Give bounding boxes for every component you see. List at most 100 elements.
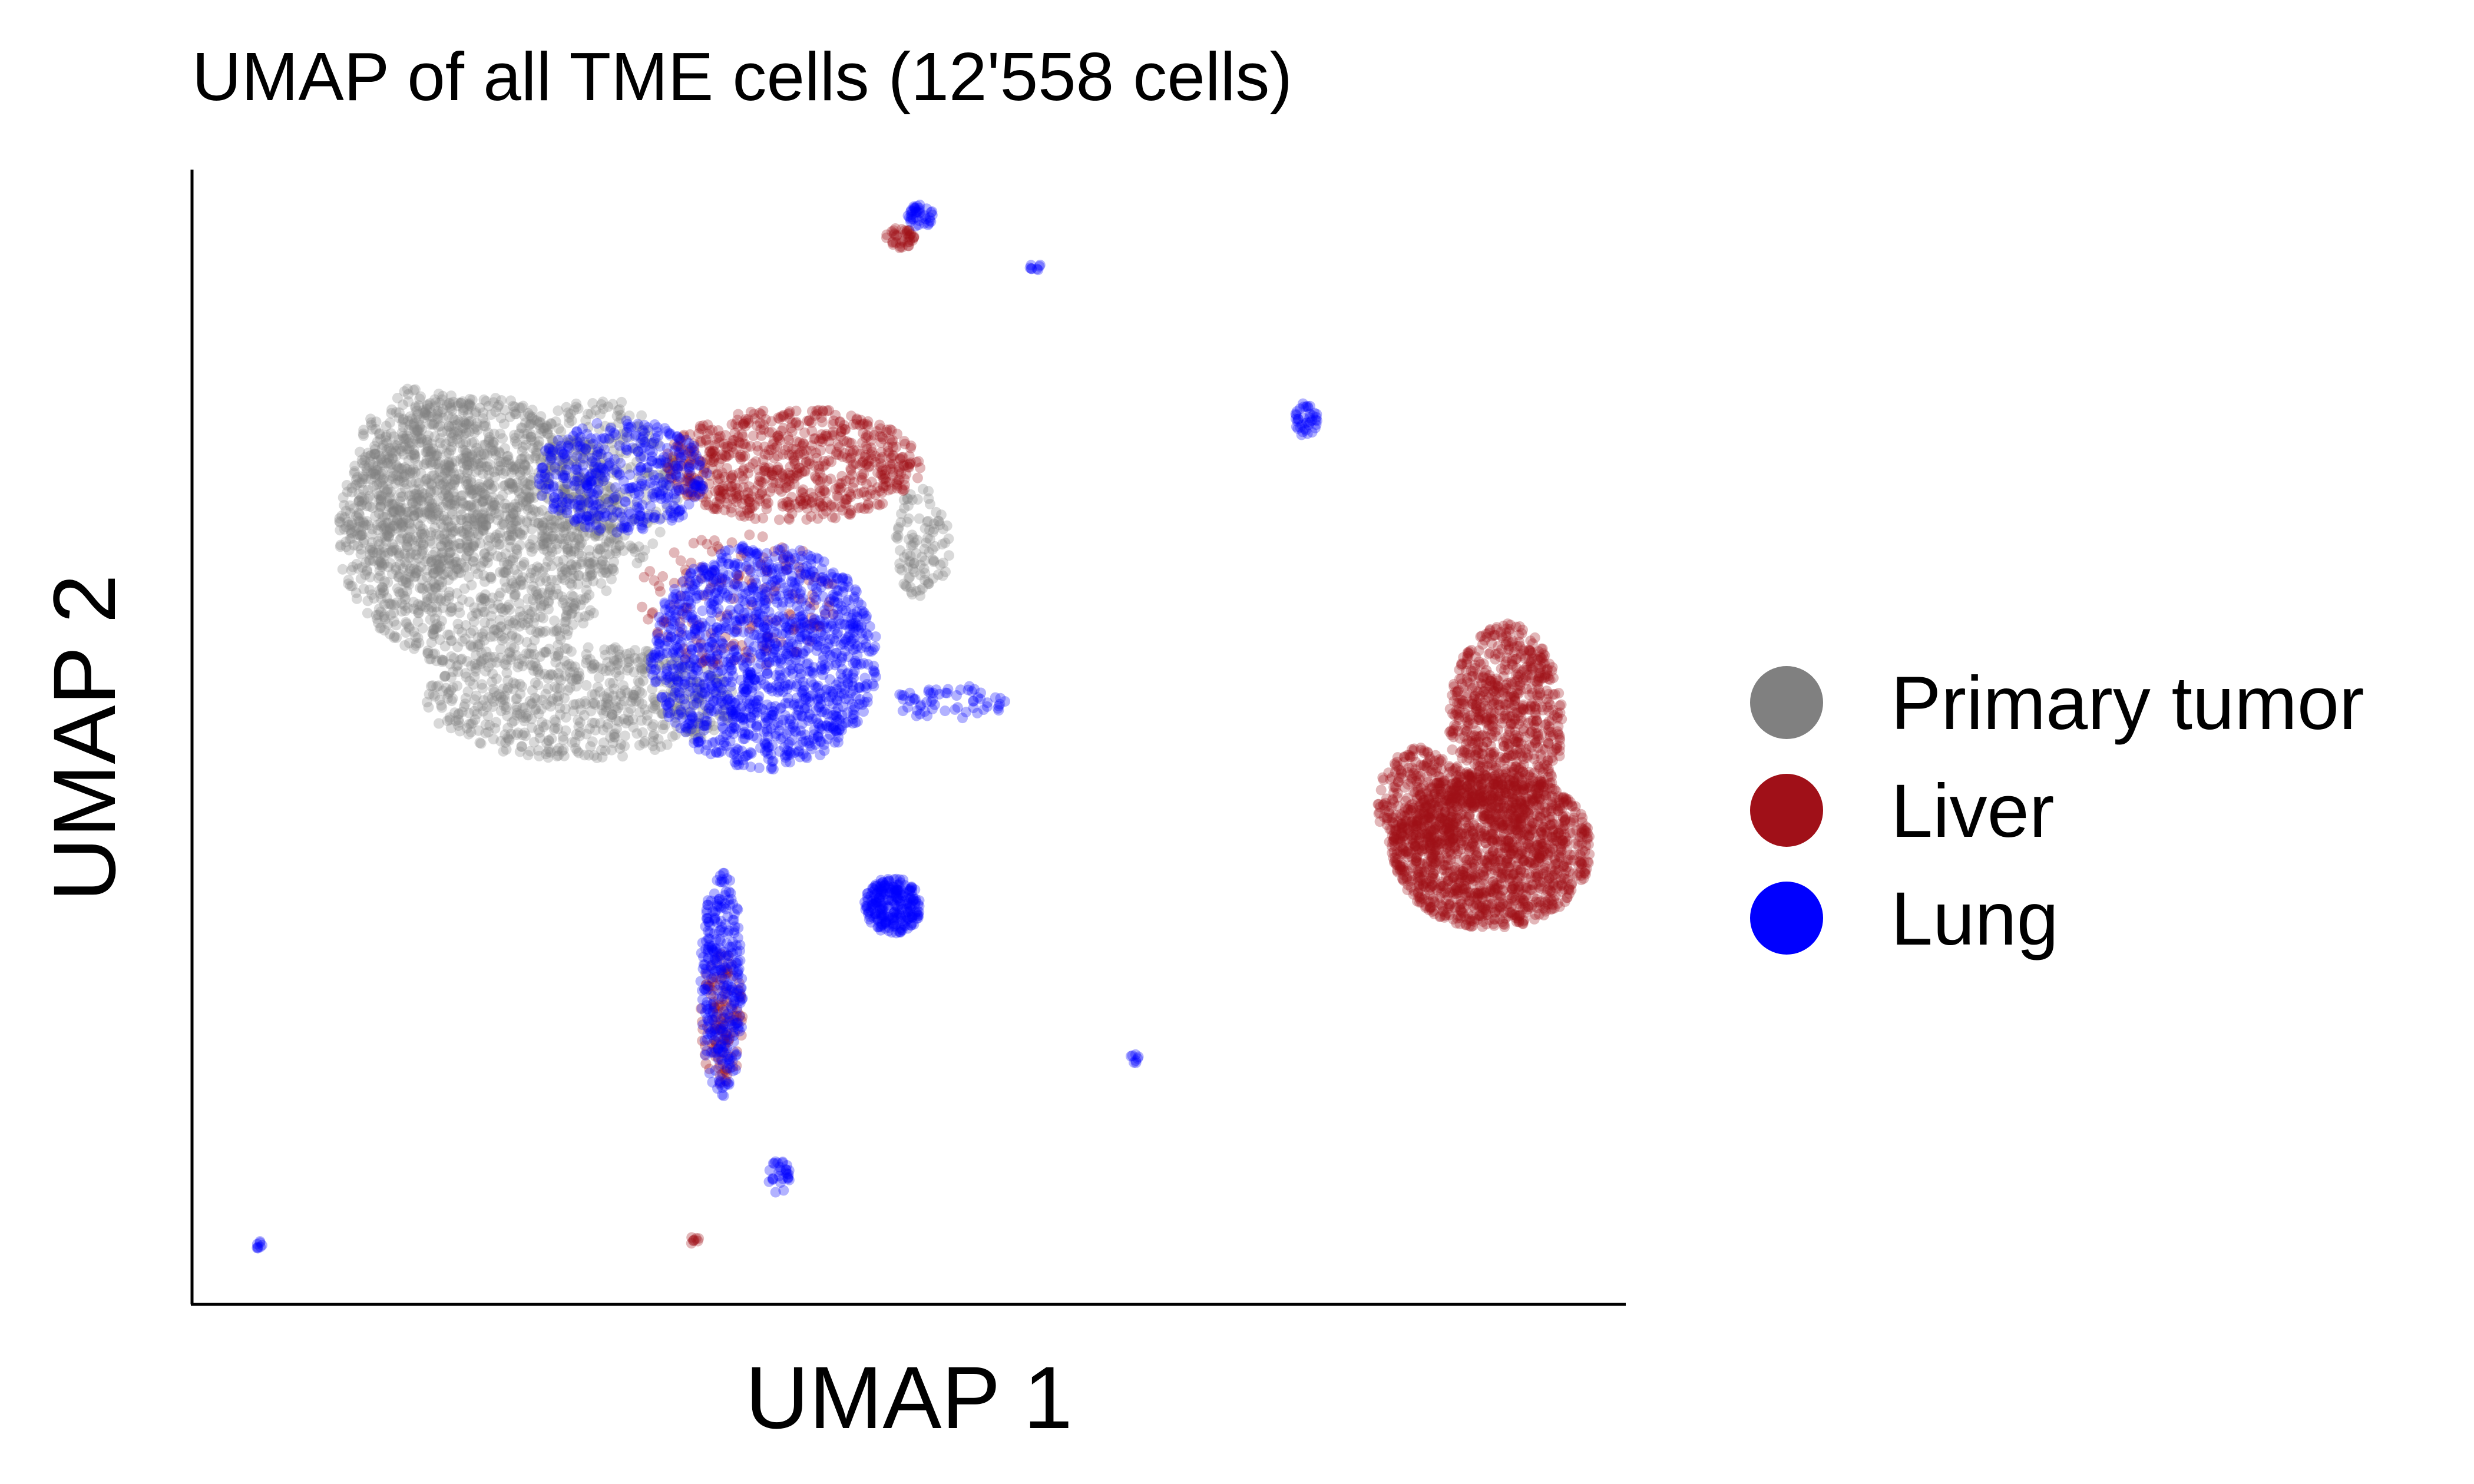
- data-point: [488, 497, 500, 508]
- data-point: [432, 422, 444, 433]
- data-point: [654, 526, 666, 538]
- data-point: [915, 590, 926, 601]
- data-point: [603, 520, 614, 531]
- data-point: [533, 708, 544, 719]
- data-point: [393, 587, 405, 598]
- data-point: [537, 525, 547, 536]
- data-point: [356, 496, 368, 507]
- data-point: [506, 521, 517, 532]
- data-point: [452, 419, 463, 430]
- data-point: [429, 418, 440, 429]
- data-point: [543, 604, 554, 615]
- data-point: [477, 496, 488, 507]
- data-point: [391, 450, 402, 462]
- data-point: [340, 521, 352, 532]
- data-point: [1405, 882, 1417, 893]
- data-point: [561, 402, 572, 413]
- data-point: [455, 542, 467, 554]
- data-point: [498, 468, 509, 479]
- data-point: [443, 490, 454, 501]
- data-point: [575, 521, 586, 532]
- data-point: [391, 632, 402, 643]
- data-point: [533, 467, 544, 478]
- data-point: [384, 499, 395, 510]
- data-point: [897, 565, 907, 576]
- data-point: [502, 602, 513, 613]
- data-point: [1460, 883, 1471, 894]
- data-point: [624, 648, 636, 659]
- data-point: [1440, 910, 1451, 921]
- data-point: [558, 472, 569, 483]
- data-point: [924, 534, 935, 545]
- data-point: [543, 595, 554, 607]
- data-point: [560, 534, 571, 545]
- data-point: [520, 730, 531, 741]
- data-point: [565, 578, 576, 589]
- data-point: [1414, 893, 1425, 905]
- data-point: [1540, 889, 1552, 900]
- data-point: [448, 487, 459, 498]
- data-point: [609, 732, 620, 743]
- data-point: [534, 576, 545, 587]
- data-point: [563, 535, 574, 546]
- data-point: [381, 420, 392, 432]
- data-point: [403, 637, 415, 648]
- data-point: [568, 531, 579, 542]
- data-point: [574, 570, 585, 581]
- data-point: [343, 575, 354, 585]
- data-point: [594, 459, 606, 471]
- data-point: [1504, 876, 1516, 887]
- data-point: [437, 655, 448, 666]
- data-point: [411, 405, 422, 416]
- data-point: [483, 469, 494, 481]
- data-point: [538, 647, 550, 658]
- data-point: [928, 524, 940, 535]
- data-point: [565, 435, 576, 446]
- data-point: [439, 641, 451, 652]
- data-point: [509, 429, 520, 440]
- data-point: [460, 668, 471, 679]
- data-point: [420, 476, 431, 487]
- data-point: [484, 720, 495, 731]
- data-point: [567, 492, 578, 503]
- data-point: [561, 610, 572, 621]
- data-point: [371, 449, 382, 460]
- data-point: [479, 548, 490, 559]
- data-point: [373, 559, 385, 570]
- data-point: [447, 559, 458, 570]
- data-point: [567, 602, 578, 614]
- data-point: [498, 519, 510, 530]
- data-point: [1557, 811, 1569, 822]
- data-point: [435, 518, 446, 529]
- data-point: [1547, 662, 1558, 673]
- data-point: [603, 700, 614, 710]
- data-point: [506, 575, 517, 587]
- data-point: [356, 526, 367, 537]
- data-point: [431, 450, 442, 461]
- data-point: [401, 617, 412, 628]
- data-point: [545, 448, 557, 459]
- data-point: [517, 572, 528, 583]
- data-point: [446, 421, 457, 432]
- data-point: [909, 558, 920, 569]
- data-point: [489, 481, 500, 492]
- data-point: [541, 428, 553, 439]
- data-point: [507, 508, 518, 519]
- data-point: [409, 384, 421, 395]
- data-point: [601, 567, 613, 578]
- data-point: [372, 536, 383, 547]
- data-point: [562, 544, 573, 555]
- data-point: [504, 648, 515, 659]
- data-point: [574, 474, 586, 485]
- data-point: [434, 621, 445, 632]
- data-point: [466, 457, 477, 468]
- data-point: [510, 515, 521, 526]
- data-point: [608, 495, 619, 506]
- data-point: [547, 459, 557, 471]
- data-point: [386, 408, 397, 419]
- data-point: [565, 646, 577, 657]
- data-point: [453, 624, 464, 635]
- data-point: [345, 500, 355, 511]
- data-point: [353, 496, 364, 508]
- data-point: [512, 515, 523, 526]
